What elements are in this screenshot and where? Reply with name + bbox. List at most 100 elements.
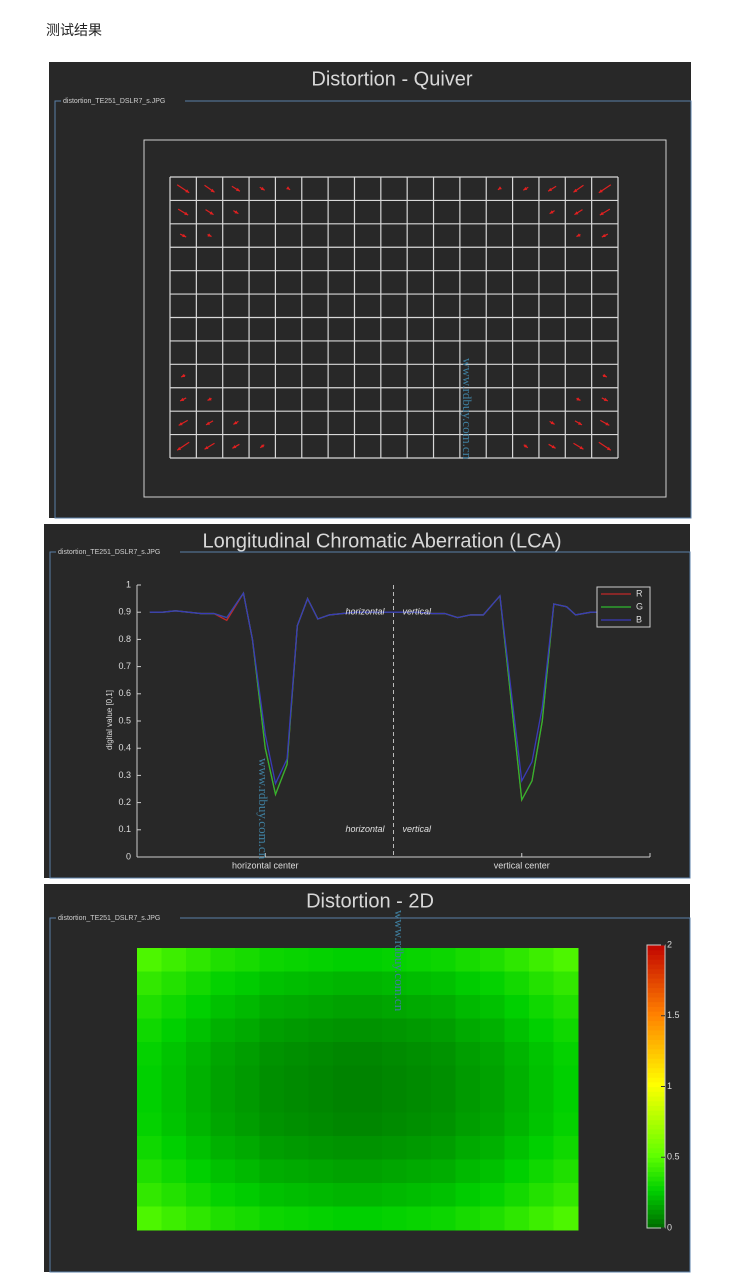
y-tick-label: 1 — [126, 579, 131, 589]
heat-cell — [210, 1018, 236, 1043]
arrow — [233, 420, 239, 425]
arrow — [573, 442, 584, 450]
arrow-part — [601, 233, 606, 238]
heat-cell — [431, 1112, 456, 1137]
heat-cell — [333, 1136, 358, 1160]
chart-subtitle: distortion_TE251_DSLR7_s.JPG — [58, 549, 160, 556]
heat-cell — [480, 1183, 505, 1207]
heat-cell — [161, 1159, 187, 1184]
heat-cell — [308, 1089, 334, 1113]
y-tick-label: 0.9 — [118, 607, 131, 617]
heat-cell — [284, 1089, 309, 1113]
arrow-part — [260, 186, 265, 191]
heat-cell — [161, 1042, 187, 1066]
heat-cell — [529, 1089, 554, 1113]
heat-cell — [333, 995, 358, 1019]
heat-cell — [186, 1018, 211, 1043]
arrow — [602, 373, 608, 378]
arrow — [179, 397, 187, 402]
arrow-part — [209, 211, 214, 215]
heat-cell — [504, 1136, 530, 1160]
arrow — [598, 441, 612, 451]
arrow-part — [573, 188, 578, 193]
colorbar-segment — [647, 1218, 665, 1224]
colorbar-segment — [647, 1015, 665, 1022]
heat-cell — [284, 1018, 309, 1043]
heat-cell — [357, 1042, 383, 1066]
colorbar-segment — [647, 996, 665, 1003]
series-line — [149, 591, 602, 786]
heat-cell — [333, 1112, 358, 1137]
heat-cell — [235, 948, 260, 972]
heat-cell — [259, 1112, 285, 1137]
heat-cell — [382, 971, 407, 996]
arrow — [573, 184, 584, 193]
colorbar-segment — [647, 1072, 665, 1078]
arrow-part — [574, 211, 579, 215]
y-tick-label: 0.1 — [118, 824, 131, 834]
arrow-part — [207, 233, 212, 237]
heat-cell — [161, 1089, 187, 1113]
panel — [49, 62, 691, 518]
watermark: www.rdbuy.com.cn — [392, 910, 407, 1012]
arrow-part — [550, 421, 555, 425]
heat-cell — [308, 995, 334, 1019]
arrow-part — [576, 397, 581, 401]
colorbar-segment — [647, 1025, 665, 1031]
heading: 测试结果 — [46, 23, 102, 39]
heat-cell — [186, 948, 211, 972]
colorbar-segment — [647, 945, 665, 951]
arrow-part — [178, 422, 183, 426]
heat-cell — [308, 1112, 334, 1137]
colorbar-segment — [647, 1114, 665, 1121]
colorbar-segment — [647, 1062, 665, 1069]
heat-cell — [480, 1136, 505, 1160]
heat-cell — [259, 995, 285, 1019]
colorbar-segment — [647, 978, 665, 984]
heat-cell — [259, 1089, 285, 1113]
heat-cell — [455, 948, 481, 972]
heat-cell — [137, 1112, 162, 1137]
arrow-part — [599, 211, 604, 216]
panel-frame — [49, 551, 691, 879]
heat-cell — [137, 1159, 162, 1184]
heat-cell — [504, 1089, 530, 1113]
arrow — [207, 397, 212, 401]
heat-cell — [553, 1159, 579, 1184]
heat-cell — [504, 948, 530, 972]
arrow-part — [606, 446, 611, 451]
heat-cell — [529, 1042, 554, 1066]
heat-cell — [161, 1018, 187, 1043]
heat-cell — [553, 1042, 579, 1066]
colorbar-segment — [647, 1209, 665, 1215]
heat-cell — [259, 948, 285, 972]
heat-cell — [333, 1018, 358, 1043]
heat-cell — [137, 948, 162, 972]
heat-cell — [529, 1206, 554, 1231]
arrow-part — [497, 186, 502, 190]
heat-cell — [382, 1206, 407, 1231]
arrow-part — [180, 397, 185, 401]
heat-cell — [161, 1136, 187, 1160]
annotation: horizontal — [345, 824, 385, 834]
chart-title: Longitudinal Chromatic Aberration (LCA) — [202, 530, 561, 552]
heat-cell — [357, 1183, 383, 1207]
heat-cell — [235, 971, 260, 996]
colorbar-segment — [647, 1166, 665, 1172]
heat-cell — [235, 1112, 260, 1137]
heat-cell — [284, 1042, 309, 1066]
heat-cell — [504, 1112, 530, 1137]
legend-label: G — [636, 601, 643, 611]
annotation: horizontal — [345, 607, 385, 617]
arrow-part — [206, 421, 211, 425]
colorbar-segment — [647, 1044, 665, 1050]
colorbar-segment — [647, 1204, 665, 1210]
colorbar-segment — [647, 1058, 665, 1064]
colorbar-segment — [647, 1143, 665, 1149]
subtitle-bg — [56, 914, 180, 922]
heat-cell — [308, 971, 334, 996]
colorbar-segment — [647, 1006, 665, 1012]
colorbar-segment — [647, 1029, 665, 1036]
panel — [44, 524, 690, 878]
arrow — [523, 444, 529, 449]
